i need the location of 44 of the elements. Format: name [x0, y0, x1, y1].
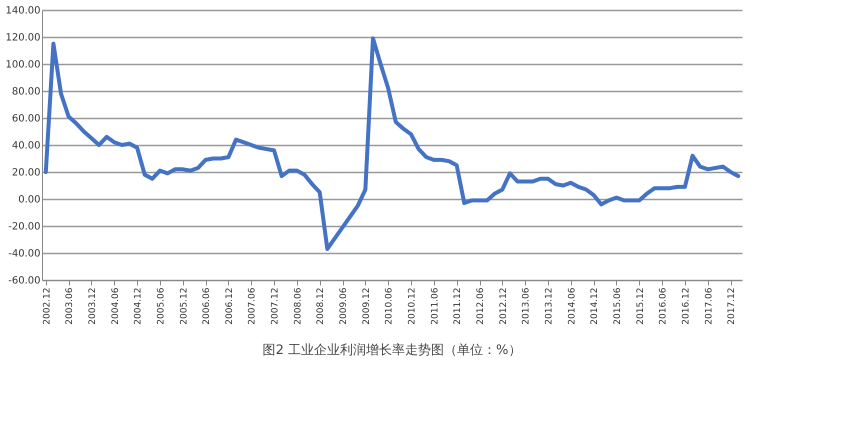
y-tick-label: -60.00 — [8, 276, 40, 286]
line-series — [44, 36, 740, 251]
x-tick-label: 2011.06 — [430, 287, 440, 325]
y-tick-label: 0.00 — [18, 194, 40, 206]
text: 图2 工业企业利润增长率走势图（单位：%） — [262, 342, 522, 358]
x-tick-label: 2006.06 — [202, 287, 212, 325]
x-tick-label: 2013.12 — [544, 288, 554, 325]
y-tick-label: 140.00 — [6, 6, 40, 16]
x-tick-label: 2003.12 — [88, 288, 98, 325]
x-tick-label: 2012.12 — [498, 288, 509, 325]
x-tick-label: 2011.12 — [453, 288, 464, 325]
x-tick-label: 2009.12 — [362, 288, 372, 325]
x-tick-label: 2008.12 — [316, 288, 326, 325]
x-tick-label: 2016.06 — [658, 287, 669, 325]
x-tick-label: 2010.06 — [384, 287, 395, 325]
x-tick-label: 2003.06 — [65, 287, 76, 325]
y-tick-label: 60.00 — [12, 114, 40, 124]
x-tick-label: 2004.12 — [134, 288, 144, 325]
x-tick-label: 2015.12 — [636, 288, 646, 325]
x-tick-label: 2016.12 — [681, 288, 692, 325]
y-tick-label: 80.00 — [12, 86, 40, 98]
x-tick-label: 2008.06 — [293, 287, 304, 325]
x-tick-label: 2014.06 — [567, 287, 578, 325]
y-tick-label: 40.00 — [12, 140, 40, 152]
y-tick-label: 120.00 — [6, 32, 40, 44]
x-tick-label: 2006.12 — [224, 288, 235, 325]
x-tick-label: 2010.12 — [408, 288, 418, 325]
x-tick-label: 2012.06 — [476, 287, 486, 325]
x-tick-label: 2007.12 — [270, 288, 281, 325]
x-tick-label: 2017.12 — [727, 288, 738, 325]
y-tick-label: -20.00 — [8, 222, 40, 232]
x-tick-label: 2015.06 — [612, 287, 623, 325]
x-tick-label: 2002.12 — [42, 288, 52, 325]
x-tick-label: 2013.06 — [522, 287, 532, 325]
y-tick-label: 20.00 — [12, 168, 40, 178]
x-tick-label: 2005.06 — [156, 287, 166, 325]
x-tick-label: 2014.12 — [590, 288, 600, 325]
x-tick-label: 2017.06 — [704, 287, 714, 325]
x-tick-label: 2004.06 — [110, 287, 121, 325]
x-tick-label: 2005.12 — [179, 288, 190, 325]
x-tick-label: 2009.06 — [339, 287, 350, 325]
x-tick-label: 2007.06 — [248, 287, 258, 325]
y-tick-label: 100.00 — [6, 60, 40, 70]
y-tick-label: -40.00 — [8, 248, 40, 260]
